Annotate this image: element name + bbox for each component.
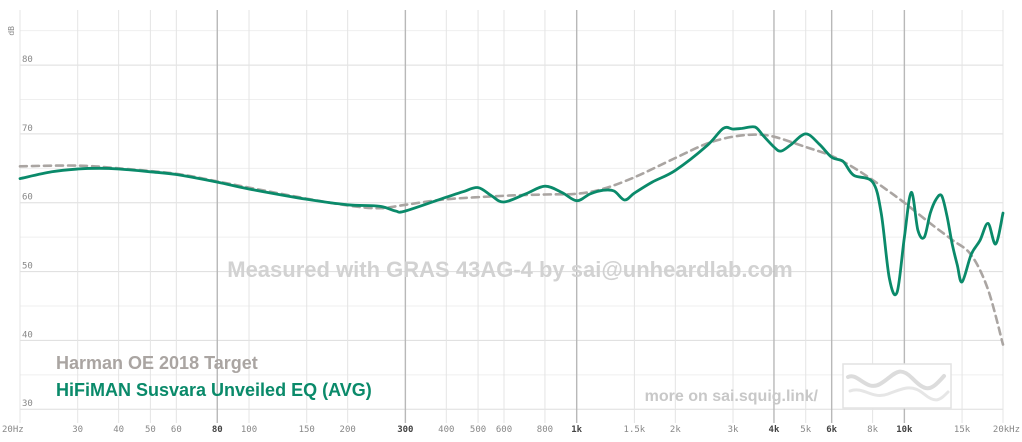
y-tick-label: 60 bbox=[22, 193, 33, 203]
x-tick-label: 2k bbox=[670, 425, 681, 435]
x-tick-label: 10k bbox=[896, 425, 913, 435]
grid-layer bbox=[19, 10, 1004, 423]
x-tick-label: 15k bbox=[954, 425, 971, 435]
x-tick-label: 80 bbox=[212, 425, 223, 435]
x-tick-label: 20kHz bbox=[993, 425, 1020, 435]
x-tick-label: 300 bbox=[397, 425, 413, 435]
x-tick-label: 60 bbox=[171, 425, 182, 435]
x-tick-label: 3k bbox=[728, 425, 739, 435]
x-tick-label: 150 bbox=[299, 425, 315, 435]
x-tick-label: 20Hz bbox=[2, 425, 24, 435]
x-tick-label: 200 bbox=[340, 425, 356, 435]
x-tick-label: 4k bbox=[769, 425, 780, 435]
x-tick-label: 8k bbox=[867, 425, 878, 435]
y-tick-label: 70 bbox=[22, 124, 33, 134]
y-tick-labels: 30 40 50 60 70 80 bbox=[22, 55, 33, 409]
x-tick-label: 40 bbox=[113, 425, 124, 435]
x-tick-label: 500 bbox=[470, 425, 486, 435]
y-tick-label: 80 bbox=[22, 55, 33, 65]
legend-item-susvara: HiFiMAN Susvara Unveiled EQ (AVG) bbox=[56, 380, 372, 400]
x-tick-label: 30 bbox=[72, 425, 83, 435]
x-tick-label: 1k bbox=[571, 425, 582, 435]
legend-item-target: Harman OE 2018 Target bbox=[56, 353, 258, 373]
x-tick-label: 5k bbox=[800, 425, 811, 435]
x-tick-label: 1.5k bbox=[624, 425, 646, 435]
x-tick-label: 50 bbox=[145, 425, 156, 435]
y-tick-label: 30 bbox=[22, 399, 33, 409]
watermark-text: Measured with GRAS 43AG-4 by sai@unheard… bbox=[227, 257, 792, 282]
x-tick-label: 100 bbox=[241, 425, 257, 435]
y-tick-label: 50 bbox=[22, 262, 33, 272]
x-tick-label: 800 bbox=[537, 425, 553, 435]
y-tick-label: 40 bbox=[22, 330, 33, 340]
series-layer bbox=[18, 125, 1005, 346]
x-tick-labels: 20Hz 30 40 50 60 80 100 150 200 300 400 500 600 800 1k… bbox=[2, 425, 1020, 435]
footer-link[interactable]: more on sai.squig.link/ bbox=[645, 388, 819, 405]
squiggle-logo-icon bbox=[842, 363, 952, 409]
y-axis-label: dB bbox=[7, 26, 16, 36]
x-tick-label: 400 bbox=[438, 425, 454, 435]
x-tick-label: 600 bbox=[496, 425, 512, 435]
x-tick-label: 6k bbox=[826, 425, 837, 435]
series-line-susvara bbox=[18, 125, 1005, 297]
series-line-target bbox=[18, 133, 1005, 346]
